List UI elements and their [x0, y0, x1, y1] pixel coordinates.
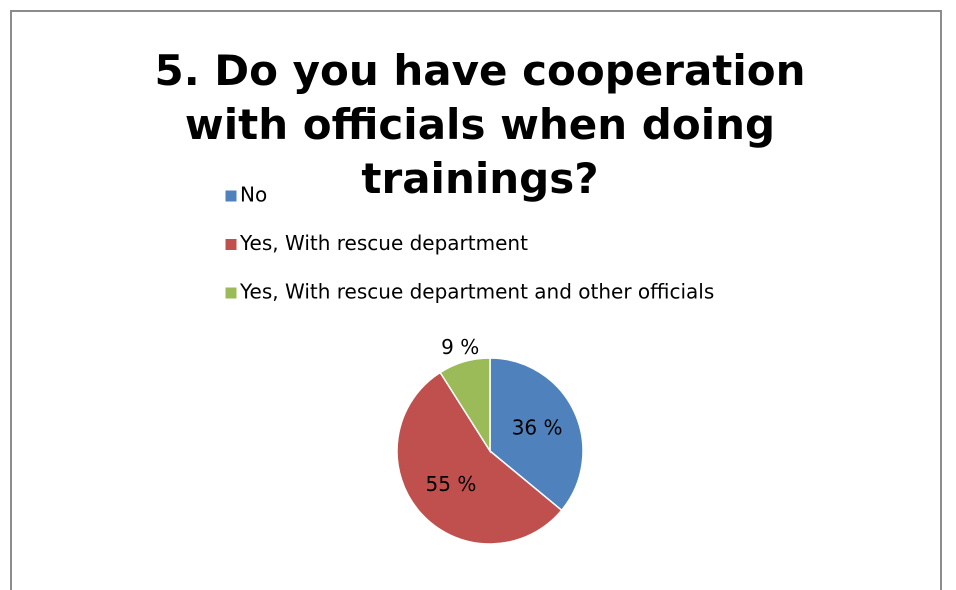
- chart-title: 5. Do you have cooperation with official…: [154, 46, 806, 203]
- legend-label: Yes, With rescue department and other of…: [239, 280, 714, 304]
- data-label: 55 %: [426, 472, 477, 496]
- legend-swatch: [224, 286, 238, 300]
- legend-label: Yes, With rescue department: [239, 231, 528, 255]
- legend-swatch: [224, 238, 238, 251]
- data-label: 9 %: [441, 335, 479, 359]
- legend-label: No: [240, 183, 267, 207]
- pie-slice: [439, 357, 491, 454]
- pie-slice: [489, 357, 584, 512]
- data-label: 36 %: [512, 415, 563, 439]
- pie-slice: [396, 371, 563, 545]
- chart-frame: [10, 10, 942, 590]
- legend-swatch: [224, 189, 238, 203]
